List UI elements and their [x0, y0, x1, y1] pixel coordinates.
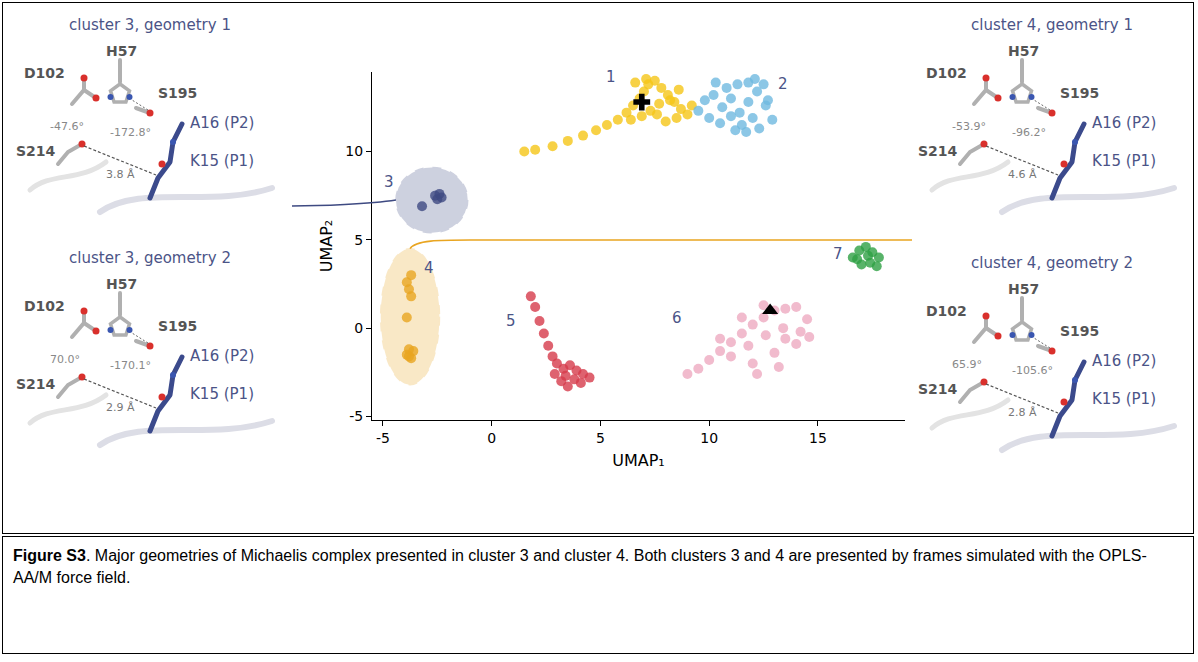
svg-text:K15 (P1): K15 (P1): [190, 152, 254, 170]
svg-text:65.9°: 65.9°: [952, 358, 982, 371]
svg-text:cluster 3, geometry 1: cluster 3, geometry 1: [69, 16, 231, 34]
svg-text:cluster 4, geometry 1: cluster 4, geometry 1: [971, 16, 1133, 34]
svg-text:70.0°: 70.0°: [50, 353, 80, 366]
svg-text:7: 7: [833, 245, 843, 263]
svg-text:S214: S214: [918, 381, 958, 397]
svg-text:cluster 3, geometry 2: cluster 3, geometry 2: [69, 249, 231, 267]
svg-text:2: 2: [778, 75, 788, 93]
svg-text:-47.6°: -47.6°: [50, 120, 84, 133]
svg-text:10: 10: [345, 143, 363, 159]
svg-text:-53.9°: -53.9°: [952, 120, 986, 133]
svg-text:A16 (P2): A16 (P2): [1092, 352, 1156, 370]
svg-text:cluster 4, geometry 2: cluster 4, geometry 2: [971, 254, 1133, 272]
svg-text:4: 4: [424, 259, 434, 277]
svg-text:H57: H57: [1008, 281, 1039, 297]
svg-text:A16 (P2): A16 (P2): [190, 347, 254, 365]
svg-text:A16 (P2): A16 (P2): [190, 114, 254, 132]
svg-text:-5: -5: [349, 408, 363, 424]
svg-text:A16 (P2): A16 (P2): [1092, 114, 1156, 132]
svg-text:-172.8°: -172.8°: [110, 126, 151, 139]
svg-text:0: 0: [487, 430, 496, 446]
svg-text:D102: D102: [926, 65, 967, 81]
svg-text:5: 5: [596, 430, 605, 446]
svg-text:S195: S195: [1060, 85, 1099, 101]
svg-text:3: 3: [384, 173, 394, 191]
svg-text:5: 5: [506, 312, 516, 330]
svg-text:K15 (P1): K15 (P1): [1092, 152, 1156, 170]
svg-text:UMAP₂: UMAP₂: [317, 220, 336, 273]
svg-text:K15 (P1): K15 (P1): [190, 385, 254, 403]
svg-text:6: 6: [672, 309, 682, 327]
html-text:Figure S3. Major geometries of: Figure S3. Major geometries of Michaelis…: [13, 547, 1147, 586]
svg-text:-170.1°: -170.1°: [110, 359, 151, 372]
svg-text:K15 (P1): K15 (P1): [1092, 390, 1156, 408]
svg-text:S214: S214: [918, 143, 958, 159]
svg-text:-105.6°: -105.6°: [1012, 364, 1053, 377]
svg-text:S214: S214: [16, 376, 56, 392]
svg-text:H57: H57: [106, 43, 137, 59]
svg-text:S195: S195: [158, 318, 197, 334]
svg-text:-96.2°: -96.2°: [1012, 126, 1046, 139]
svg-text:S195: S195: [1060, 323, 1099, 339]
svg-text:2.8 Å: 2.8 Å: [1008, 406, 1037, 419]
svg-text:15: 15: [809, 430, 827, 446]
svg-text:3.8 Å: 3.8 Å: [106, 168, 135, 181]
svg-text:1: 1: [606, 68, 616, 86]
svg-text:2.9 Å: 2.9 Å: [106, 401, 135, 414]
svg-text:D102: D102: [24, 298, 65, 314]
svg-text:0: 0: [354, 320, 363, 336]
svg-text:S195: S195: [158, 85, 197, 101]
svg-text:D102: D102: [24, 65, 65, 81]
svg-text:D102: D102: [926, 303, 967, 319]
svg-text:-5: -5: [376, 430, 390, 446]
svg-text:H57: H57: [1008, 43, 1039, 59]
svg-text:UMAP₁: UMAP₁: [612, 451, 665, 470]
svg-text:H57: H57: [106, 276, 137, 292]
svg-text:S214: S214: [16, 143, 56, 159]
svg-text:10: 10: [700, 430, 718, 446]
svg-text:5: 5: [354, 232, 363, 248]
svg-text:4.6 Å: 4.6 Å: [1008, 168, 1037, 181]
